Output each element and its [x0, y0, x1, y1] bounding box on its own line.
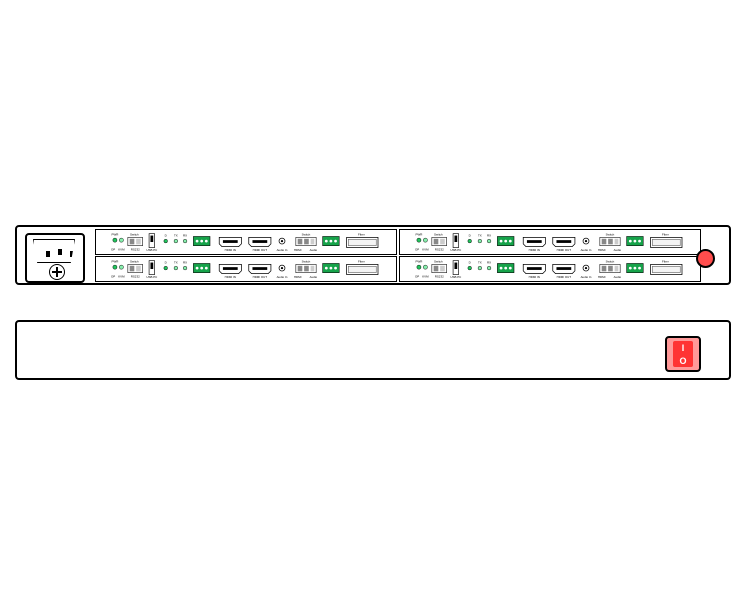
svg-text:KVM: KVM — [118, 247, 125, 251]
iec-socket — [33, 239, 75, 263]
svg-text:Switch: Switch — [302, 233, 311, 237]
svg-text:HDMI: HDMI — [598, 275, 606, 279]
svg-text:Audio: Audio — [310, 275, 318, 279]
svg-text:Fiber: Fiber — [662, 233, 669, 237]
svg-text:Audio: Audio — [614, 248, 622, 252]
svg-text:Switch: Switch — [434, 260, 443, 264]
module-bay: PWR OP KVM Switch RS232 USB PC D TX RX H… — [95, 229, 703, 283]
svg-text:Audio In: Audio In — [277, 248, 288, 252]
svg-text:PWR: PWR — [111, 233, 118, 237]
svg-text:Switch: Switch — [606, 260, 615, 264]
svg-text:PWR: PWR — [415, 233, 422, 237]
rocker-off-mark: O — [679, 356, 686, 366]
svg-text:RX: RX — [487, 260, 491, 264]
svg-text:Switch: Switch — [130, 233, 139, 237]
iec-power-inlet[interactable] — [25, 233, 85, 283]
svg-text:Audio In: Audio In — [581, 275, 592, 279]
svg-text:HDMI OUT: HDMI OUT — [557, 248, 572, 252]
svg-text:D: D — [469, 260, 471, 264]
svg-text:USB PC: USB PC — [146, 275, 158, 279]
svg-text:HDMI IN: HDMI IN — [529, 275, 540, 279]
svg-text:Switch: Switch — [606, 233, 615, 237]
svg-text:Fiber: Fiber — [662, 260, 669, 264]
svg-text:USB PC: USB PC — [450, 275, 462, 279]
svg-text:OP: OP — [415, 247, 419, 251]
svg-text:Switch: Switch — [302, 260, 311, 264]
svg-text:Audio In: Audio In — [581, 248, 592, 252]
svg-text:HDMI: HDMI — [598, 248, 606, 252]
svg-text:Fiber: Fiber — [358, 233, 365, 237]
svg-text:OP: OP — [111, 274, 115, 278]
svg-text:RS232: RS232 — [131, 247, 140, 251]
front-panel: I O — [15, 320, 731, 380]
svg-text:D: D — [469, 233, 471, 237]
module-slot-4: PWR OP KVM Switch RS232 USB PC D TX RX H… — [399, 256, 701, 282]
rear-panel: PWR OP KVM Switch RS232 USB PC D TX RX H… — [15, 225, 731, 285]
svg-text:Switch: Switch — [434, 233, 443, 237]
module-slot-2: PWR OP KVM Switch RS232 USB PC D TX RX H… — [399, 229, 701, 255]
svg-text:TX: TX — [174, 233, 178, 237]
svg-text:RX: RX — [487, 233, 491, 237]
svg-text:RX: RX — [183, 233, 187, 237]
svg-text:D: D — [165, 260, 167, 264]
power-rocker-switch[interactable]: I O — [665, 336, 701, 372]
svg-text:PWR: PWR — [111, 260, 118, 264]
svg-text:KVM: KVM — [118, 274, 125, 278]
module-slot-3: PWR OP KVM Switch RS232 USB PC D TX RX H… — [95, 256, 397, 282]
svg-text:RS232: RS232 — [131, 274, 140, 278]
svg-text:USB PC: USB PC — [146, 248, 158, 252]
svg-text:HDMI IN: HDMI IN — [529, 248, 540, 252]
svg-text:KVM: KVM — [422, 274, 429, 278]
svg-text:HDMI OUT: HDMI OUT — [557, 275, 572, 279]
svg-text:RS232: RS232 — [435, 247, 444, 251]
svg-text:RX: RX — [183, 260, 187, 264]
red-button[interactable] — [696, 249, 715, 268]
svg-text:Fiber: Fiber — [358, 260, 365, 264]
svg-text:PWR: PWR — [415, 260, 422, 264]
svg-text:HDMI IN: HDMI IN — [225, 248, 236, 252]
svg-text:HDMI IN: HDMI IN — [225, 275, 236, 279]
svg-text:TX: TX — [478, 233, 482, 237]
ground-icon — [49, 264, 65, 280]
svg-text:HDMI: HDMI — [294, 275, 302, 279]
module-slot-1: PWR OP KVM Switch RS232 USB PC D TX RX H… — [95, 229, 397, 255]
svg-text:HDMI: HDMI — [294, 248, 302, 252]
svg-text:USB PC: USB PC — [450, 248, 462, 252]
svg-text:KVM: KVM — [422, 247, 429, 251]
svg-text:Switch: Switch — [130, 260, 139, 264]
svg-text:HDMI OUT: HDMI OUT — [253, 275, 268, 279]
svg-text:HDMI OUT: HDMI OUT — [253, 248, 268, 252]
rocker-on-mark: I — [682, 343, 685, 353]
svg-text:OP: OP — [111, 247, 115, 251]
svg-text:D: D — [165, 233, 167, 237]
svg-text:Audio: Audio — [614, 275, 622, 279]
svg-text:TX: TX — [478, 260, 482, 264]
svg-text:OP: OP — [415, 274, 419, 278]
svg-text:Audio In: Audio In — [277, 275, 288, 279]
svg-text:Audio: Audio — [310, 248, 318, 252]
svg-text:TX: TX — [174, 260, 178, 264]
svg-text:RS232: RS232 — [435, 274, 444, 278]
